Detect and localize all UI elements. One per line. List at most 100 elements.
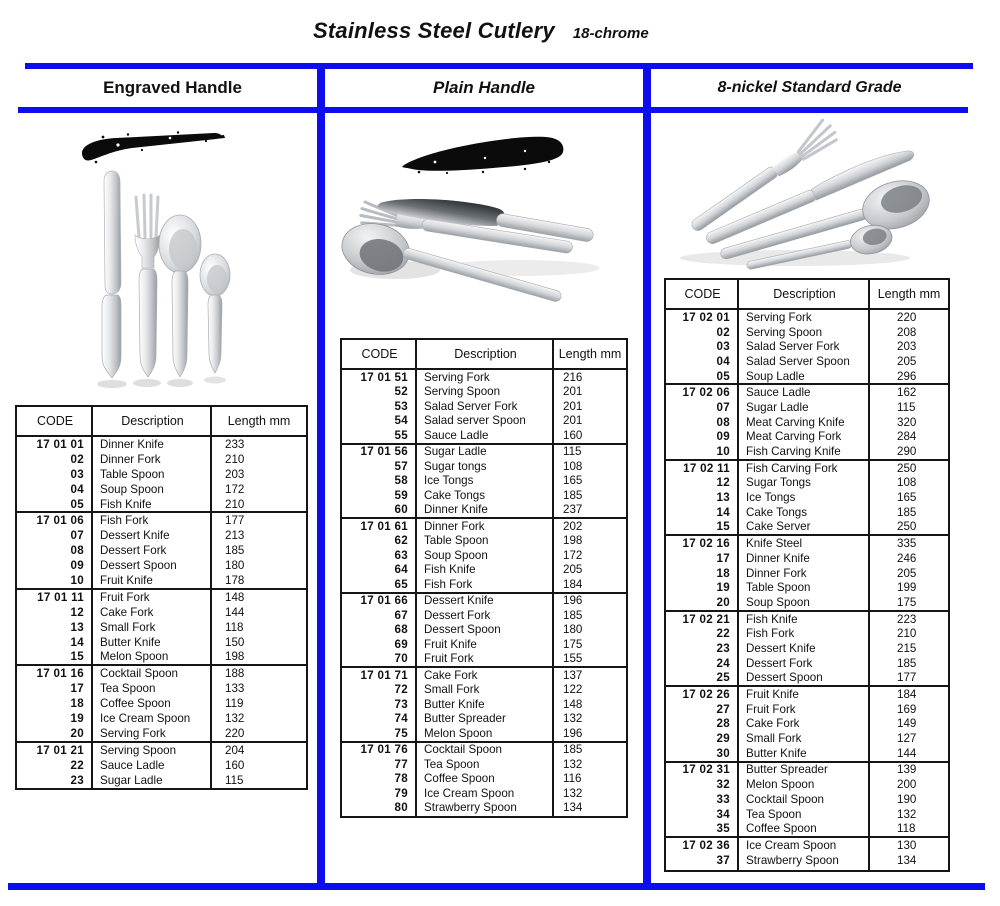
length-cell: 320 (897, 415, 917, 429)
code-group: 17 01 76 Cocktail Spoon 185 77 Tea Spoon 132 7… (342, 743, 626, 816)
description-cell: Serving Spoon (100, 743, 177, 757)
length-cell: 172 (225, 482, 245, 496)
code-group: 17 01 01 Dinner Knife 233 02 Dinner Fork 210 0… (17, 437, 306, 514)
table-column-header: CODE (36, 414, 74, 428)
description-cell: Tea Spoon (424, 757, 480, 771)
code-group: 17 01 21 Serving Spoon 204 22 Sauce Ladle 160… (17, 743, 306, 788)
fork-image (134, 193, 161, 378)
description-cell: Fruit Knife (424, 637, 477, 651)
code-cell: 10 (70, 573, 84, 587)
table-column-header: Description (773, 287, 836, 301)
length-cell: 205 (563, 563, 583, 577)
table-row: 72 Small Fork 122 (342, 683, 626, 698)
description-cell: Butter Knife (746, 746, 807, 760)
code-cell: 29 (716, 732, 730, 746)
code-cell: 58 (394, 474, 408, 488)
code-cell: 57 (394, 459, 408, 473)
description-cell: Fish Knife (424, 563, 476, 577)
code-cell: 64 (394, 563, 408, 577)
table-row: 69 Fruit Knife 175 (342, 637, 626, 652)
description-cell: Dessert Fork (100, 544, 167, 558)
description-cell: Melon Spoon (100, 650, 169, 664)
code-cell: 07 (716, 400, 730, 414)
table-row: 35 Coffee Spoon 118 (666, 821, 948, 836)
code-cell: 55 (394, 428, 408, 442)
table-row: 02 Serving Spoon 208 (666, 325, 948, 340)
length-cell: 165 (563, 474, 583, 488)
description-cell: Ice Tongs (424, 474, 474, 488)
cutlery-image (341, 136, 600, 302)
length-cell: 155 (563, 652, 583, 666)
code-cell: 13 (716, 491, 730, 505)
length-cell: 118 (897, 822, 916, 836)
length-cell: 144 (897, 746, 917, 760)
length-cell: 200 (897, 778, 917, 792)
table-row: 33 Cocktail Spoon 190 (666, 792, 948, 807)
length-cell: 198 (225, 650, 245, 664)
table-row: 17 01 71 Cake Fork 137 (342, 668, 626, 683)
code-cell: 80 (394, 801, 408, 815)
description-cell: Dessert Spoon (100, 559, 177, 573)
length-cell: 210 (225, 497, 245, 511)
length-cell: 237 (563, 503, 583, 517)
description-cell: Coffee Spoon (100, 697, 171, 711)
description-cell: Sauce Ladle (100, 758, 165, 772)
length-cell: 201 (563, 399, 583, 413)
code-cell: 53 (394, 399, 408, 413)
description-cell: Butter Spreader (424, 712, 506, 726)
table-row: 74 Butter Spreader 132 (342, 712, 626, 727)
code-cell: 75 (394, 726, 408, 740)
length-cell: 148 (225, 590, 245, 604)
description-cell: Dessert Knife (100, 529, 170, 543)
cutlery-image (680, 118, 930, 270)
code-cell: 22 (716, 627, 730, 641)
length-cell: 132 (225, 711, 245, 725)
description-cell: Serving Fork (100, 726, 166, 740)
code-cell: 03 (716, 340, 730, 354)
table-row: 17 02 36 Ice Cream Spoon 130 (666, 838, 948, 853)
description-cell: Fish Knife (100, 497, 152, 511)
table-row: 22 Sauce Ladle 160 (17, 758, 306, 773)
code-cell: 04 (716, 354, 730, 368)
code-cell: 17 01 11 (37, 590, 84, 604)
code-group: 17 01 71 Cake Fork 137 72 Small Fork 122 73 But… (342, 668, 626, 743)
length-cell: 119 (225, 697, 244, 711)
description-cell: Fish Fork (424, 577, 473, 591)
table-column-header: Length mm (227, 414, 291, 428)
description-cell: Strawberry Spoon (746, 853, 839, 867)
description-cell: Serving Fork (746, 310, 812, 324)
description-cell: Soup Spoon (100, 482, 164, 496)
table-row: 15 Cake Server 250 (666, 520, 948, 535)
length-cell: 196 (563, 594, 583, 608)
plain-handle-cutlery-photo (335, 118, 635, 328)
table-column-header: Description (121, 414, 184, 428)
table-row: 09 Meat Carving Fork 284 (666, 430, 948, 445)
table-row: 79 Ice Cream Spoon 132 (342, 786, 626, 801)
table-column-header: Description (454, 347, 517, 361)
description-cell: Dessert Spoon (746, 671, 823, 685)
description-cell: Coffee Spoon (424, 772, 495, 786)
description-cell: Coffee Spoon (746, 822, 817, 836)
description-cell: Tea Spoon (100, 682, 156, 696)
table-row: 20 Soup Spoon 175 (666, 595, 948, 610)
description-cell: Fruit Fork (424, 652, 474, 666)
code-group: 17 02 11 Fish Carving Fork 250 12 Sugar Tong… (666, 461, 948, 537)
top-rule (25, 63, 973, 69)
code-cell: 17 01 66 (360, 594, 408, 608)
length-cell: 132 (563, 786, 583, 800)
code-cell: 17 02 21 (682, 612, 730, 626)
code-cell: 24 (716, 656, 730, 670)
code-group: 17 02 16 Knife Steel 335 17 Dinner Knife 246 1… (666, 536, 948, 612)
code-cell: 17 02 26 (682, 688, 730, 702)
code-cell: 78 (394, 772, 408, 786)
column-divider-1 (317, 63, 325, 890)
table-row: 18 Coffee Spoon 119 (17, 696, 306, 711)
table-row: 17 01 11 Fruit Fork 148 (17, 590, 306, 605)
page-title-row: Stainless Steel Cutlery 18-chrome (313, 18, 649, 44)
code-cell: 30 (716, 746, 730, 760)
description-cell: Ice Tongs (746, 491, 796, 505)
length-cell: 250 (897, 461, 917, 475)
code-cell: 17 02 06 (682, 386, 730, 400)
description-cell: Salad Server Fork (424, 399, 518, 413)
